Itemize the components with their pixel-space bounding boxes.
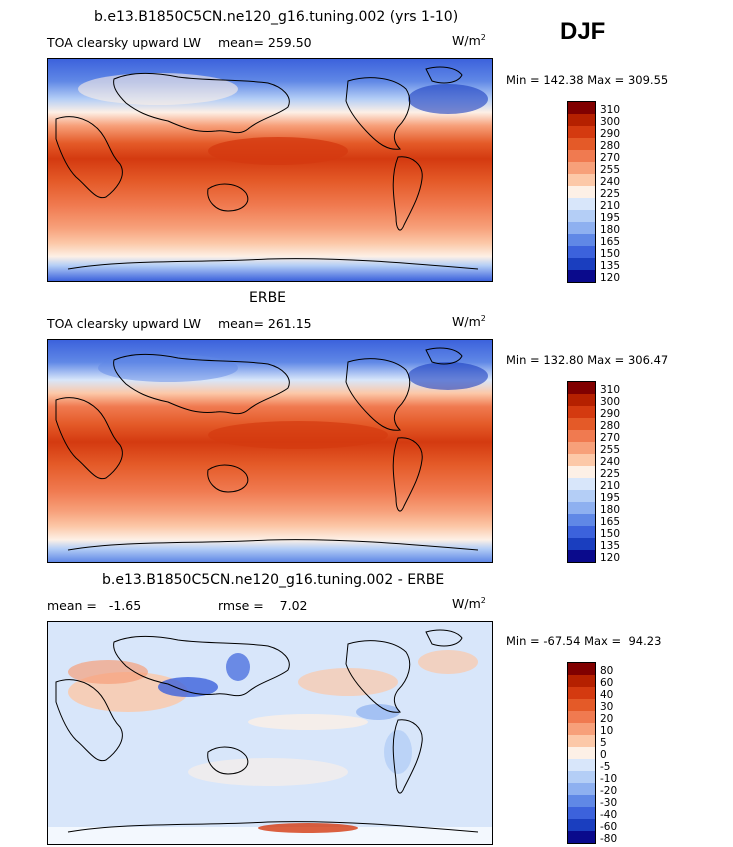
cb1-label: 195: [600, 212, 621, 224]
panel3-colorbar: [567, 662, 596, 844]
cb1-label: 280: [600, 140, 621, 152]
cb2-label: 120: [600, 552, 621, 564]
cb3-label: -40: [600, 809, 618, 821]
cb1-label: 225: [600, 188, 621, 200]
cb2-label: 180: [600, 504, 621, 516]
panel3-minmax: Min = -67.54 Max = 94.23: [506, 634, 662, 648]
cb2-label: 210: [600, 480, 621, 492]
coastlines-panel1: [55, 66, 479, 270]
panel1-map: [47, 58, 493, 282]
panel3-units: W/m2: [452, 596, 486, 612]
panel1-units: W/m2: [452, 33, 486, 49]
coastlines-panel2: [55, 347, 479, 551]
panel1-variable: TOA clearsky upward LW: [47, 35, 202, 50]
cb3-label: -80: [600, 833, 618, 845]
panel2-colorbar: [567, 381, 596, 563]
cb2-label: 310: [600, 384, 621, 396]
panel1-colorbar: [567, 101, 596, 283]
cb1-label: 120: [600, 272, 621, 284]
cb1-label: 300: [600, 116, 621, 128]
cb3-label: 5: [600, 737, 607, 749]
cb1-label: 210: [600, 200, 621, 212]
panel2-title: ERBE: [249, 290, 287, 306]
cb3-label: 30: [600, 701, 614, 713]
cb3-label: -5: [600, 761, 611, 773]
cb2-label: 195: [600, 492, 621, 504]
panel3-map: [47, 621, 493, 845]
panel2-variable: TOA clearsky upward LW: [47, 316, 202, 331]
cb3-label: 60: [600, 677, 614, 689]
cb3-label: 10: [600, 725, 614, 737]
cb2-label: 270: [600, 432, 621, 444]
cb1-label: 240: [600, 176, 621, 188]
panel1-mean: mean= 259.50: [218, 35, 312, 50]
panel2-units: W/m2: [452, 314, 486, 330]
cb3-label: -60: [600, 821, 618, 833]
cb1-label: 150: [600, 248, 621, 260]
panel3-rmse: rmse = 7.02: [218, 598, 308, 613]
cb2-label: 135: [600, 540, 621, 552]
cb2-label: 300: [600, 396, 621, 408]
cb2-label: 290: [600, 408, 621, 420]
cb2-label: 225: [600, 468, 621, 480]
cb1-label: 310: [600, 104, 621, 116]
cb2-label: 255: [600, 444, 621, 456]
cb1-label: 270: [600, 152, 621, 164]
panel3-title: b.e13.B1850C5CN.ne120_g16.tuning.002 - E…: [102, 572, 445, 588]
panel1-minmax: Min = 142.38 Max = 309.55: [506, 73, 669, 87]
panel2-mean: mean= 261.15: [218, 316, 312, 331]
cb3-label: -10: [600, 773, 618, 785]
cb3-label: 0: [600, 749, 607, 761]
panel3-mean: mean = -1.65: [47, 598, 142, 613]
cb1-label: 180: [600, 224, 621, 236]
panel2-map: [47, 339, 493, 563]
panel1-title: b.e13.B1850C5CN.ne120_g16.tuning.002 (yr…: [94, 9, 459, 25]
cb3-label: 20: [600, 713, 614, 725]
cb1-label: 290: [600, 128, 621, 140]
panel2-minmax: Min = 132.80 Max = 306.47: [506, 353, 669, 367]
cb3-label: -20: [600, 785, 618, 797]
cb1-label: 165: [600, 236, 621, 248]
cb2-label: 240: [600, 456, 621, 468]
coastlines-panel3: [55, 629, 479, 833]
cb3-label: -30: [600, 797, 618, 809]
cb1-label: 135: [600, 260, 621, 272]
cb2-label: 165: [600, 516, 621, 528]
cb2-label: 150: [600, 528, 621, 540]
cb3-label: 40: [600, 689, 614, 701]
cb2-label: 280: [600, 420, 621, 432]
season-label: DJF: [560, 18, 606, 45]
cb3-label: 80: [600, 665, 614, 677]
cb1-label: 255: [600, 164, 621, 176]
